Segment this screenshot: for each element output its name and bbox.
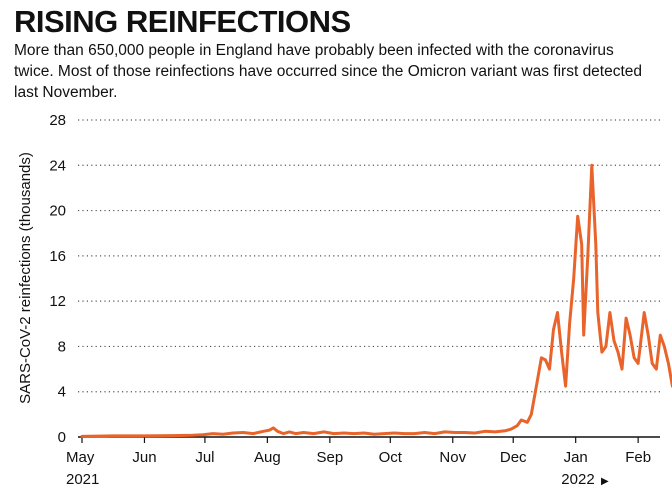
x-year-label: 2021 <box>66 471 99 488</box>
x-tick-label: Nov <box>439 449 466 466</box>
y-tick-label: 20 <box>49 203 66 220</box>
chart-subtitle: More than 650,000 people in England have… <box>14 42 643 101</box>
x-tick-label: Jul <box>195 449 214 466</box>
x-tick-label: Oct <box>379 449 403 466</box>
x-tick-label: Sep <box>316 449 343 466</box>
x-tick-label: Dec <box>500 449 527 466</box>
y-tick-label: 24 <box>49 157 66 174</box>
y-axis-label: SARS-CoV-2 reinfections (thousands) <box>17 152 34 404</box>
series <box>80 163 672 438</box>
y-tick-label: 28 <box>49 112 66 129</box>
x-tick-label: Jun <box>132 449 156 466</box>
y-tick-label: 0 <box>58 429 66 446</box>
chart-title: RISING REINFECTIONS <box>14 4 351 39</box>
y-tick-label: 12 <box>49 293 66 310</box>
x-year-label: 2022 <box>561 471 594 488</box>
y-tick-label: 4 <box>58 384 66 401</box>
x-tick-label: Feb <box>625 449 651 466</box>
x-tick-label: Aug <box>254 449 281 466</box>
x-tick-label: May <box>66 449 95 466</box>
x-tick-labels: May 2021 Jun Jul Aug Sep Oct Nov Dec Jan 2022 Feb <box>66 437 651 488</box>
y-tick-label: 16 <box>49 248 66 265</box>
series-line-reinfections <box>80 163 672 438</box>
y-tick-labels: 0 4 8 12 16 20 24 28 <box>49 112 66 446</box>
x-tick-label: Jan <box>564 449 588 466</box>
y-tick-label: 8 <box>58 338 66 355</box>
gridlines <box>78 119 660 438</box>
next-year-arrow-icon: ▶ <box>601 476 609 487</box>
